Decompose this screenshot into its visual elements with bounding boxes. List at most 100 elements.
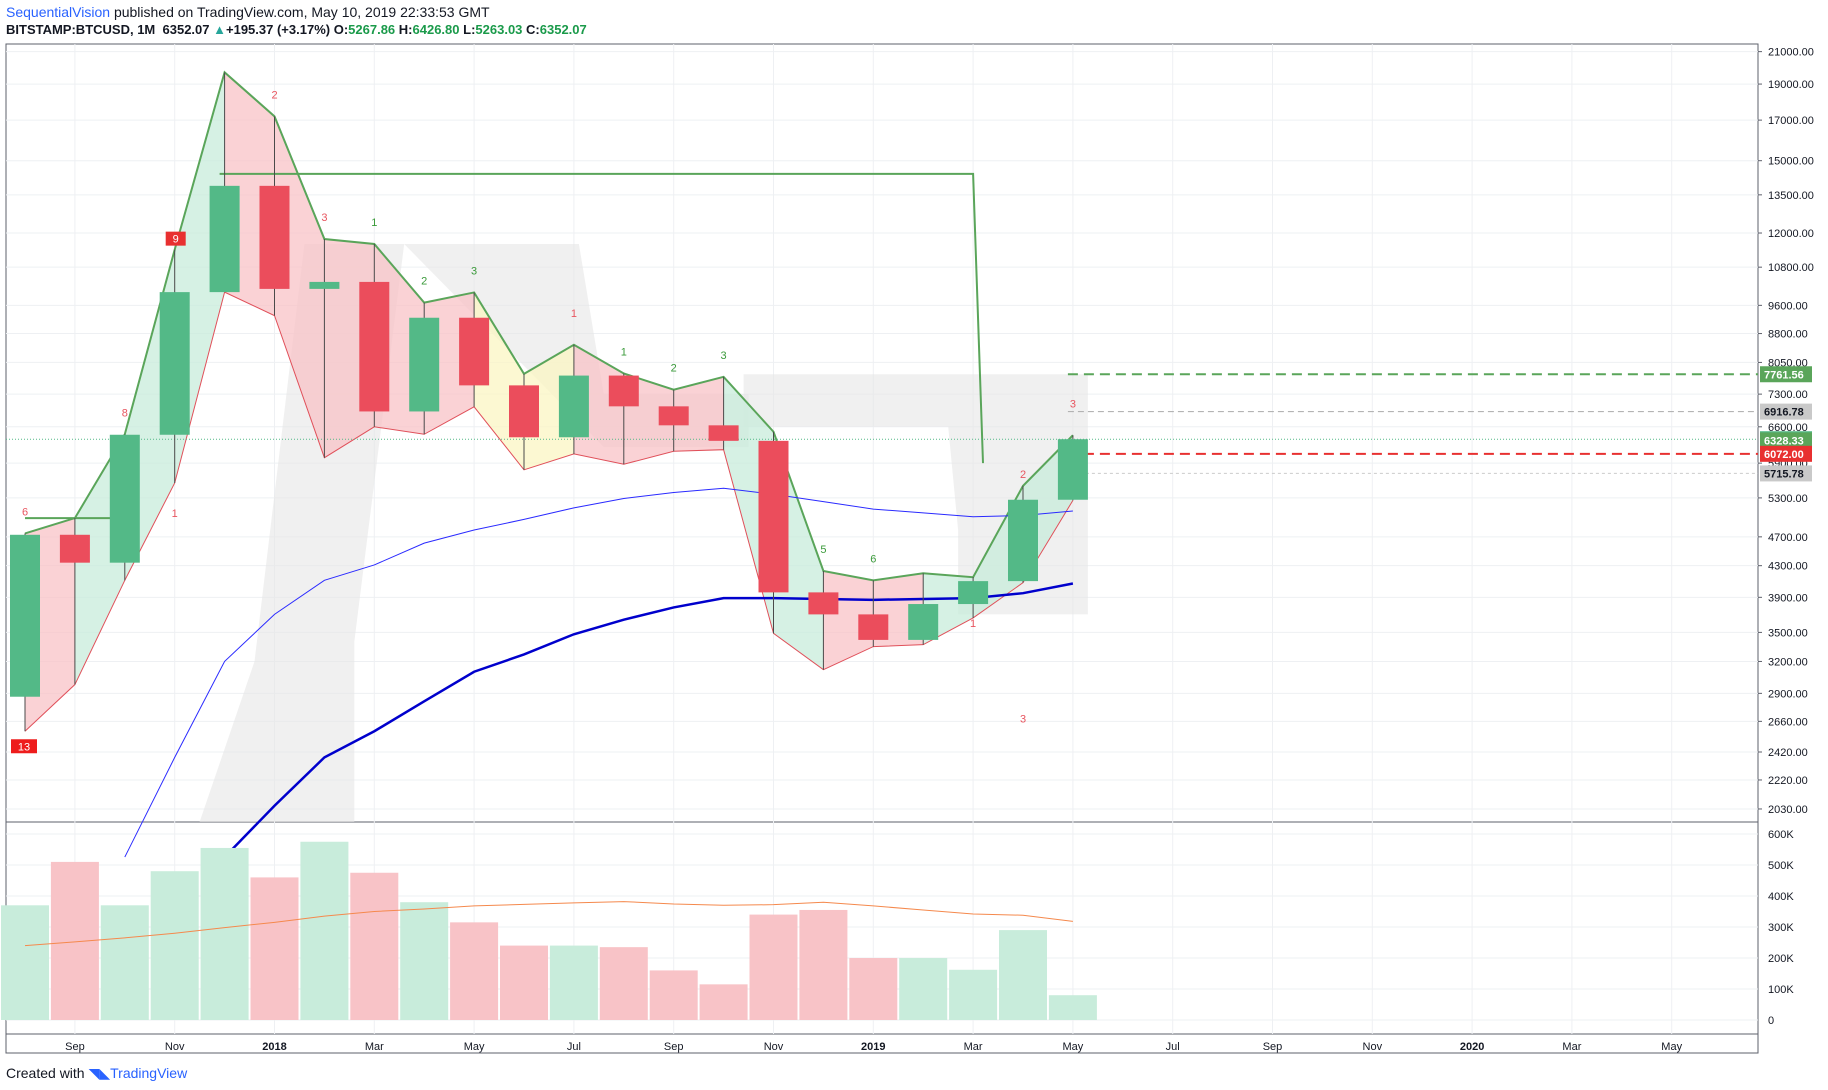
- symbol-name[interactable]: BITSTAMP:BTCUSD, 1M: [6, 22, 156, 37]
- tradingview-logo-icon[interactable]: ◥◣TradingView: [88, 1065, 188, 1081]
- sequential-zone: [743, 374, 1088, 427]
- time-tick-label: Mar: [365, 1041, 384, 1053]
- price-axis-badge: [1760, 445, 1812, 462]
- volume-tick-label: 300K: [1768, 922, 1794, 934]
- candle-body: [109, 434, 140, 563]
- price-axis-badge-label: 6328.33: [1764, 435, 1804, 447]
- price-tick-label: 7300.00: [1768, 389, 1808, 401]
- candle-body: [1057, 439, 1088, 500]
- ohlc-low-label: L:: [463, 22, 476, 37]
- price-axis-badge-label: 5715.78: [1764, 468, 1804, 480]
- price-axis-badge: [1760, 403, 1812, 420]
- volume-bar: [949, 969, 998, 1020]
- price-tick-label: 2420.00: [1768, 747, 1808, 759]
- volume-bar: [200, 847, 249, 1020]
- author-link[interactable]: SequentialVision: [6, 4, 111, 20]
- sequential-count-label: 3: [471, 265, 477, 277]
- time-tick-label: 2018: [262, 1041, 286, 1053]
- sequential-count-label: 9: [173, 234, 179, 246]
- sequential-count-label: 8: [122, 407, 128, 419]
- sequential-count-label: 3: [1020, 714, 1026, 726]
- volume-bar: [500, 945, 548, 1020]
- volume-ma-line: [24, 901, 1073, 947]
- volume-bar: [749, 914, 798, 1020]
- time-tick-label: May: [1661, 1041, 1682, 1053]
- volume-bar: [899, 958, 948, 1020]
- moving-average-thick-line: [223, 582, 1074, 858]
- candle-body: [958, 581, 989, 605]
- last-price: 6352.07: [162, 22, 210, 37]
- time-tick-label: Sep: [664, 1041, 684, 1053]
- time-tick-label: Mar: [1562, 1041, 1581, 1053]
- time-tick-label: Nov: [764, 1041, 784, 1053]
- price-chart[interactable]: 21000.0019000.0017000.0015000.0013500.00…: [0, 0, 1828, 1060]
- price-tick-label: 2900.00: [1768, 688, 1808, 700]
- sequential-count-label: 5: [820, 544, 826, 556]
- candle-body: [908, 604, 939, 640]
- volume-bar: [649, 970, 698, 1020]
- sequential-count-label: 6: [22, 506, 28, 518]
- price-tick-label: 4700.00: [1768, 532, 1808, 544]
- volume-bar: [849, 958, 898, 1020]
- candle-body: [558, 375, 589, 438]
- volume-bar: [300, 841, 349, 1020]
- time-tick-label: May: [464, 1041, 485, 1053]
- price-axis-badge-label: 6072.00: [1764, 449, 1804, 461]
- price-tick-label: 2660.00: [1768, 716, 1808, 728]
- volume-tick-label: 400K: [1768, 891, 1794, 903]
- high-path-line: [24, 70, 1074, 582]
- time-tick-label: Nov: [165, 1041, 185, 1053]
- tdst-line: [219, 172, 984, 464]
- moving-average-thin-line: [124, 487, 1073, 858]
- volume-bar: [150, 871, 199, 1020]
- price-tick-label: 5300.00: [1768, 493, 1808, 505]
- sequential-count-label: 1: [371, 217, 377, 229]
- volume-tick-label: 0: [1768, 1015, 1774, 1027]
- price-axis-badge-label: 6916.78: [1764, 407, 1804, 419]
- volume-tick-label: 100K: [1768, 984, 1794, 996]
- volume-bar: [699, 984, 748, 1020]
- volume-bar: [450, 922, 499, 1020]
- sequential-count-label: 13: [18, 741, 30, 753]
- candle-body: [359, 281, 390, 412]
- volume-bar: [999, 930, 1047, 1020]
- candle-body: [808, 592, 839, 615]
- sequential-count-label: 3: [721, 350, 727, 362]
- volume-bar: [1, 905, 49, 1020]
- sequential-count-label: 1: [571, 308, 577, 320]
- candle-body: [758, 440, 789, 593]
- time-tick-label: Jul: [1166, 1041, 1180, 1053]
- ohlc-open: 5267.86: [348, 22, 396, 37]
- time-tick-label: May: [1063, 1041, 1084, 1053]
- price-axis-badge: [1760, 366, 1812, 383]
- sequential-count-label: 2: [271, 89, 277, 101]
- price-tick-label: 17000.00: [1768, 115, 1814, 127]
- ohlc-high-label: H:: [398, 22, 413, 37]
- volume-bar: [599, 947, 648, 1020]
- price-tick-label: 12000.00: [1768, 228, 1814, 240]
- candle-body: [409, 317, 440, 412]
- volume-bar: [100, 905, 149, 1020]
- sequential-count-label: 2: [421, 276, 427, 288]
- chart-frame: [5, 43, 1759, 1054]
- sequential-count-label: 2: [1020, 469, 1026, 481]
- sequential-count-label: 1: [621, 346, 627, 358]
- change-value: +195.37 (+3.17%): [226, 22, 331, 37]
- sequential-count-label: 2: [671, 363, 677, 375]
- ohlc-close: 6352.07: [539, 22, 587, 37]
- candle-body: [10, 534, 40, 697]
- publish-header: SequentialVision published on TradingVie…: [6, 3, 490, 21]
- candle-body: [209, 185, 240, 293]
- time-tick-label: Sep: [65, 1041, 85, 1053]
- candle-body: [1008, 499, 1038, 582]
- brand-text: TradingView: [110, 1065, 188, 1081]
- created-with-text: Created with: [6, 1065, 85, 1081]
- volume-bar: [549, 945, 598, 1020]
- volume-bar: [400, 902, 449, 1020]
- ohlc-open-label: O:: [333, 22, 349, 37]
- sequential-count-label: 1: [970, 618, 976, 630]
- footer: Created with ◥◣TradingView: [6, 1065, 187, 1082]
- price-axis-badge-label: 7761.56: [1764, 369, 1804, 381]
- time-tick-label: 2020: [1460, 1041, 1484, 1053]
- volume-bar: [350, 872, 399, 1020]
